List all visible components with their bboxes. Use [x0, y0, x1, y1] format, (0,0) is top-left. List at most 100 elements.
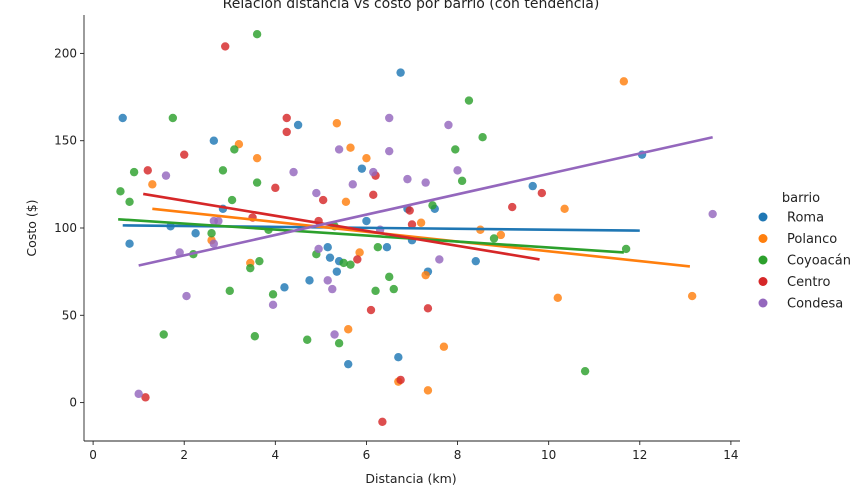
data-point: [252, 178, 262, 187]
data-point: [129, 167, 139, 177]
data-point: [385, 146, 394, 156]
data-point: [143, 166, 152, 175]
legend-marker: [758, 234, 768, 243]
data-point: [161, 171, 171, 180]
data-point: [182, 291, 191, 301]
data-point: [303, 335, 312, 344]
data-point: [180, 150, 189, 159]
data-point: [332, 119, 342, 128]
legend-items: Roma Polanco Coyoacán Centro Condesa: [758, 211, 851, 312]
data-point: [159, 330, 168, 339]
series-coyoacan: [116, 30, 631, 376]
y-tick-label: 0: [69, 396, 77, 410]
data-point: [362, 216, 371, 226]
data-point: [116, 187, 125, 196]
data-point: [252, 30, 262, 39]
data-point: [250, 332, 260, 341]
data-point: [385, 272, 394, 282]
data-point: [339, 258, 348, 268]
chart-title: Relación distancia vs costo por barrio (…: [223, 0, 600, 12]
data-point: [708, 209, 717, 219]
data-point: [214, 216, 223, 226]
data-point: [416, 218, 426, 227]
data-point: [394, 352, 403, 362]
trend-line-centro: [143, 192, 540, 261]
data-point: [421, 270, 430, 280]
legend-marker: [758, 277, 768, 286]
data-point: [325, 253, 335, 262]
data-point: [371, 286, 380, 296]
data-point: [191, 229, 200, 238]
trend-line-coyoacan: [118, 217, 624, 254]
data-point: [423, 386, 433, 395]
data-point: [421, 178, 430, 187]
data-point: [451, 145, 460, 154]
x-axis-title: Distancia (km): [365, 471, 456, 486]
data-point: [268, 300, 278, 310]
x-tick-label: 10: [541, 448, 556, 462]
data-point: [478, 133, 487, 142]
data-point: [314, 244, 323, 254]
data-point: [457, 176, 467, 186]
data-point: [528, 181, 537, 191]
data-point: [268, 290, 278, 299]
legend-item-coyoacan: Coyoacán: [758, 254, 851, 269]
data-point: [221, 42, 230, 51]
legend-label: Condesa: [787, 297, 843, 312]
data-point: [471, 256, 480, 266]
data-point: [255, 256, 264, 266]
data-point: [560, 204, 569, 213]
series-roma: [118, 68, 647, 369]
data-point: [382, 243, 392, 252]
series-centro: [141, 42, 547, 426]
plot-area: [116, 30, 717, 426]
data-point: [366, 305, 376, 315]
data-point: [496, 230, 506, 240]
data-point: [346, 260, 355, 269]
data-point: [346, 143, 355, 152]
data-point: [687, 291, 697, 301]
y-tick-label: 150: [54, 134, 77, 148]
data-point: [407, 220, 417, 229]
legend-item-roma: Roma: [758, 211, 824, 226]
legend-marker: [758, 212, 768, 222]
data-point: [373, 243, 383, 252]
data-point: [439, 342, 449, 351]
data-point: [318, 195, 328, 205]
legend-title: barrio: [782, 191, 820, 206]
data-point: [348, 180, 357, 189]
y-tick-label: 50: [62, 308, 77, 322]
legend-label: Roma: [787, 211, 824, 226]
data-point: [344, 325, 353, 334]
data-point: [580, 366, 590, 376]
data-point: [218, 166, 228, 175]
data-point: [330, 330, 339, 339]
legend-label: Centro: [787, 275, 830, 290]
data-point: [125, 239, 134, 248]
series-polanco: [148, 77, 697, 395]
x-tick-label: 8: [454, 448, 462, 462]
x-tick-label: 2: [180, 448, 188, 462]
data-point: [305, 276, 314, 285]
data-point: [328, 284, 337, 294]
data-point: [444, 120, 453, 130]
data-point: [289, 167, 298, 177]
data-point: [396, 375, 405, 385]
data-point: [341, 197, 351, 207]
data-point: [323, 243, 332, 252]
data-point: [323, 276, 332, 285]
data-point: [405, 206, 414, 215]
data-point: [334, 339, 344, 348]
data-point: [396, 68, 405, 77]
data-point: [282, 127, 291, 137]
data-point: [252, 153, 262, 163]
data-point: [312, 188, 321, 198]
data-point: [282, 113, 291, 123]
x-tick-label: 0: [89, 448, 97, 462]
x-tick-label: 12: [632, 448, 647, 462]
data-point: [209, 136, 219, 145]
data-point: [280, 283, 289, 292]
data-point: [428, 201, 437, 210]
data-point: [207, 229, 216, 238]
data-point: [225, 286, 234, 296]
